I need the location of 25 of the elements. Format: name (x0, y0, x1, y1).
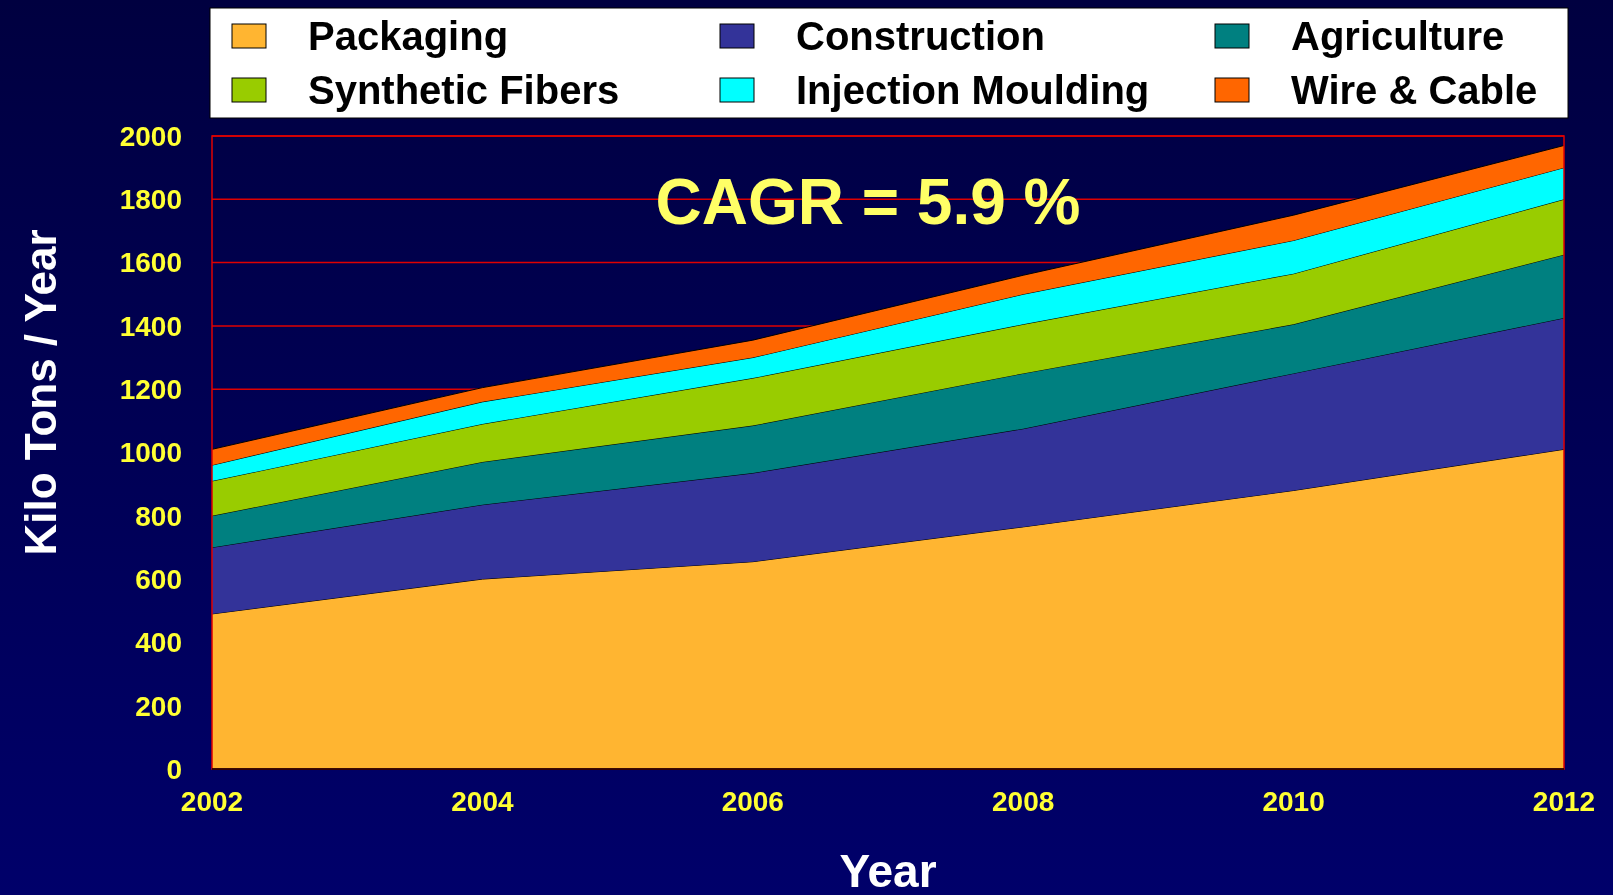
y-tick-label: 1800 (119, 184, 182, 216)
y-tick-label: 800 (135, 500, 182, 532)
y-tick-label: 600 (135, 563, 182, 595)
legend-label: Injection Moulding (796, 68, 1150, 112)
x-tick-label: 2004 (451, 786, 514, 817)
y-tick-label: 1600 (119, 247, 182, 279)
y-axis-title: Kilo Tons / Year (16, 229, 65, 556)
y-tick-label: 1000 (119, 437, 182, 469)
x-tick-label: 2006 (721, 786, 784, 817)
x-tick-label: 2010 (1262, 786, 1325, 817)
legend-label: Synthetic Fibers (308, 68, 620, 112)
y-tick-label: 200 (135, 690, 182, 722)
legend-label: Construction (796, 14, 1045, 58)
y-tick-label: 0 (166, 753, 182, 785)
y-tick-label: 400 (135, 627, 182, 659)
x-tick-label: 2008 (992, 786, 1055, 817)
y-tick-label: 1400 (119, 310, 182, 342)
legend-label: Packaging (308, 14, 509, 58)
x-axis-title: Year (839, 845, 937, 895)
y-tick-label: 2000 (119, 120, 182, 152)
x-tick-label: 2012 (1532, 786, 1596, 817)
legend-label: Agriculture (1291, 14, 1505, 58)
x-tick-label: 2002 (180, 786, 244, 817)
legend-label: Wire & Cable (1291, 68, 1538, 112)
y-tick-label: 1200 (119, 374, 182, 405)
